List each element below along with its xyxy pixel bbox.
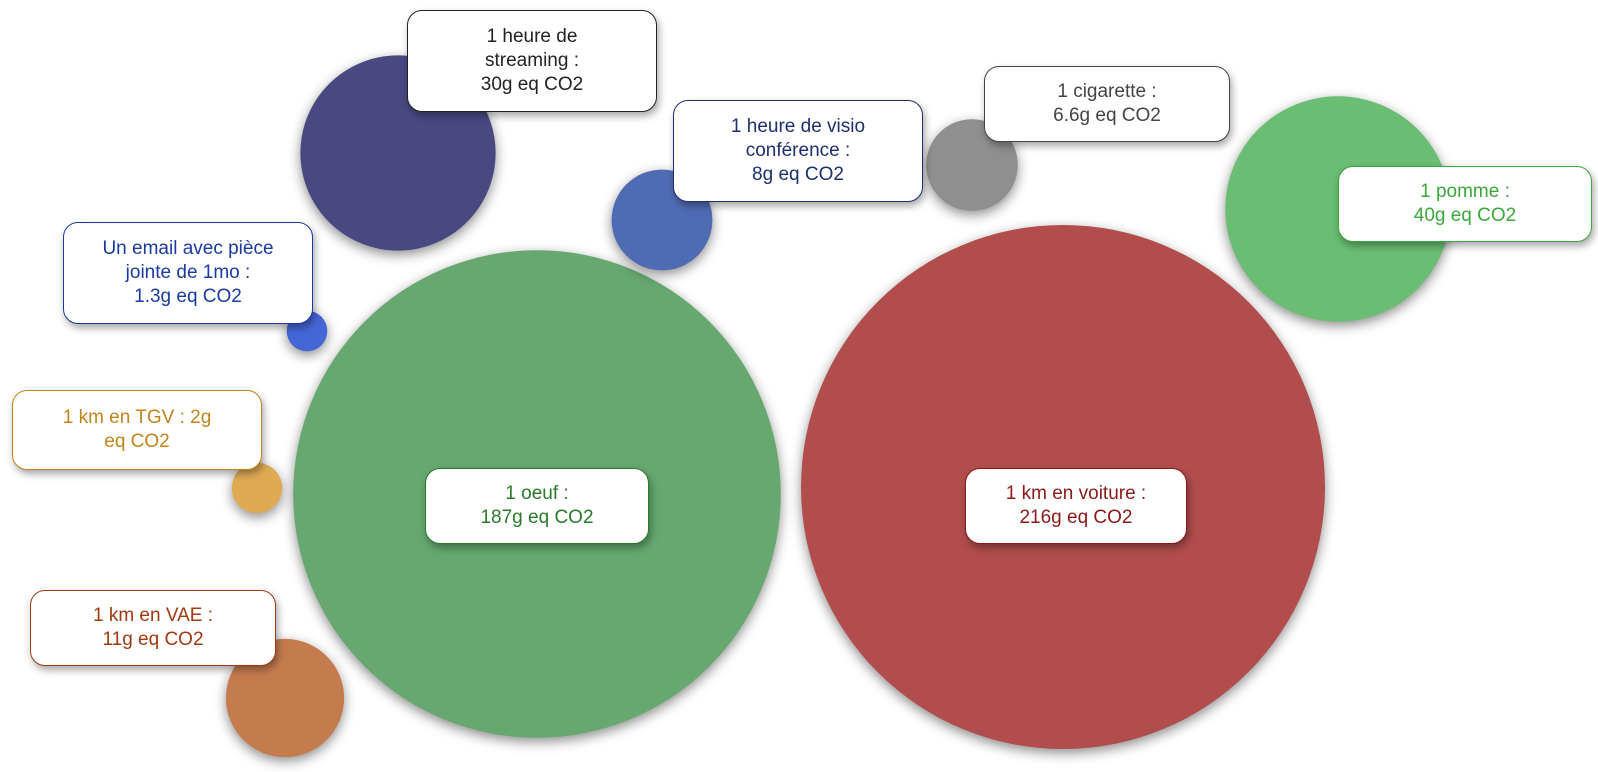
label-text-email: Un email avec pièce jointe de 1mo : 1.3g e… (102, 237, 273, 309)
label-oeuf: 1 oeuf : 187g eq CO2 (425, 468, 649, 544)
label-line: 8g eq CO2 (752, 164, 844, 185)
label-visio: 1 heure de visio conférence : 8g eq CO2 (673, 100, 923, 202)
label-line: 1 km en TGV : 2g (62, 407, 212, 428)
label-text-voiture: 1 km en voiture : 216g eq CO2 (1006, 482, 1146, 530)
label-voiture: 1 km en voiture : 216g eq CO2 (965, 468, 1187, 544)
label-line: conférence : (745, 140, 851, 161)
bubble-tgv (231, 462, 283, 514)
label-line: 11g eq CO2 (102, 629, 204, 650)
label-line: 216g eq CO2 (1019, 507, 1133, 528)
label-line: 1 heure de (486, 26, 578, 47)
label-text-cigarette: 1 cigarette : 6.6g eq CO2 (1053, 80, 1161, 128)
label-text-tgv: 1 km en TGV : 2g eq CO2 (63, 406, 212, 454)
label-line: 1.3g eq CO2 (134, 286, 242, 307)
bubble-vae (225, 638, 345, 758)
label-streaming: 1 heure de streaming : 30g eq CO2 (407, 10, 657, 112)
label-line: 1 km en VAE : (92, 605, 214, 626)
label-vae: 1 km en VAE : 11g eq CO2 (30, 590, 276, 666)
label-line: Un email avec pièce (102, 238, 274, 259)
label-pomme: 1 pomme : 40g eq CO2 (1338, 166, 1592, 242)
label-text-vae: 1 km en VAE : 11g eq CO2 (93, 604, 213, 652)
label-text-streaming: 1 heure de streaming : 30g eq CO2 (481, 25, 583, 97)
label-line: 1 cigarette : (1057, 81, 1157, 102)
label-line: 1 pomme : (1420, 181, 1510, 202)
label-text-oeuf: 1 oeuf : 187g eq CO2 (480, 482, 593, 530)
label-line: streaming : (485, 50, 579, 71)
label-line: 40g eq CO2 (1413, 205, 1517, 226)
label-text-pomme: 1 pomme : 40g eq CO2 (1414, 180, 1516, 228)
label-line: 187g eq CO2 (480, 507, 594, 528)
label-line: 30g eq CO2 (480, 74, 584, 95)
label-line: 1 heure de visio (730, 116, 866, 137)
bubble-cigarette (926, 119, 1018, 211)
label-line: 1 km en voiture : (1005, 483, 1147, 504)
label-line: eq CO2 (104, 431, 170, 452)
label-line: 1 oeuf : (505, 483, 569, 504)
label-tgv: 1 km en TGV : 2g eq CO2 (12, 390, 262, 470)
label-text-visio: 1 heure de visio conférence : 8g eq CO2 (731, 115, 865, 187)
label-line: jointe de 1mo : (125, 262, 251, 283)
label-line: 6.6g eq CO2 (1053, 105, 1161, 126)
label-cigarette: 1 cigarette : 6.6g eq CO2 (984, 66, 1230, 142)
label-email: Un email avec pièce jointe de 1mo : 1.3g e… (63, 222, 313, 324)
